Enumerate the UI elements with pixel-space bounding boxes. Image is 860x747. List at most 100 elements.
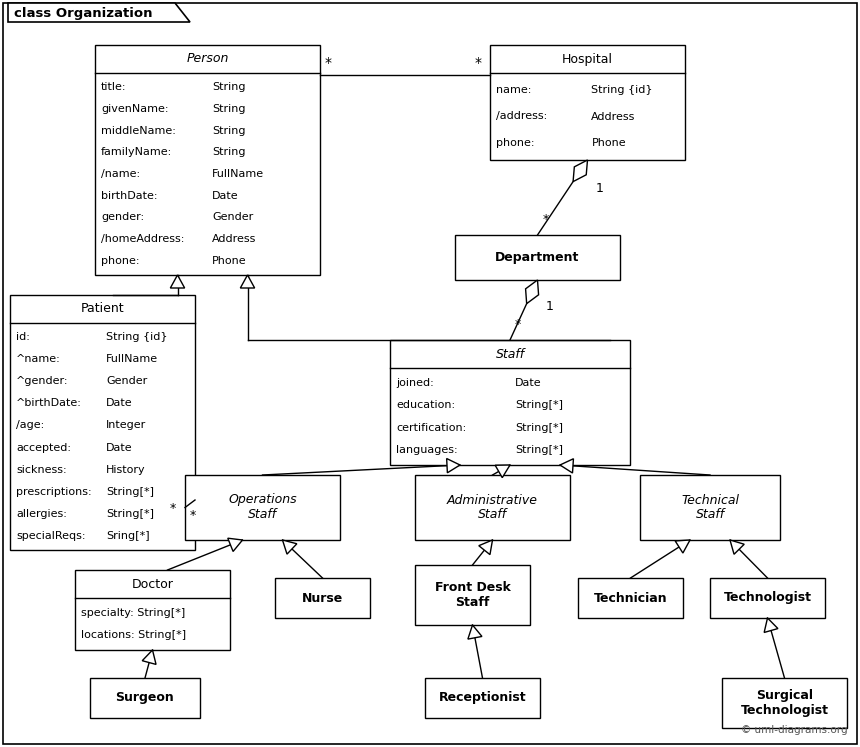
Text: Patient: Patient xyxy=(81,303,125,315)
Text: /homeAddress:: /homeAddress: xyxy=(101,234,184,244)
Polygon shape xyxy=(240,275,255,288)
Text: Administrative
Staff: Administrative Staff xyxy=(447,494,538,521)
Text: Hospital: Hospital xyxy=(562,52,613,66)
Bar xyxy=(640,475,780,540)
Text: *: * xyxy=(170,502,176,515)
Text: Sring[*]: Sring[*] xyxy=(106,530,150,541)
Text: *: * xyxy=(325,56,332,70)
Text: /age:: /age: xyxy=(16,421,44,430)
Bar xyxy=(10,295,195,550)
Polygon shape xyxy=(573,160,587,182)
Polygon shape xyxy=(228,538,243,551)
Text: middleName:: middleName: xyxy=(101,125,176,135)
Text: 1: 1 xyxy=(595,182,604,195)
Text: languages:: languages: xyxy=(396,445,458,456)
Bar xyxy=(75,570,230,650)
Polygon shape xyxy=(675,540,690,553)
Text: FullName: FullName xyxy=(212,169,264,179)
Bar xyxy=(490,45,685,160)
Text: String: String xyxy=(212,147,245,158)
Text: Integer: Integer xyxy=(106,421,146,430)
Text: joined:: joined: xyxy=(396,378,433,388)
Polygon shape xyxy=(495,465,510,477)
Bar xyxy=(415,475,570,540)
Bar xyxy=(455,235,620,280)
Text: *: * xyxy=(475,56,482,70)
Text: Date: Date xyxy=(106,398,132,409)
Polygon shape xyxy=(468,625,482,639)
Bar xyxy=(185,475,340,540)
Text: phone:: phone: xyxy=(496,138,535,148)
Bar xyxy=(578,578,683,618)
Text: Staff: Staff xyxy=(495,347,525,361)
Polygon shape xyxy=(170,275,185,288)
Text: © uml-diagrams.org: © uml-diagrams.org xyxy=(741,725,848,735)
Bar xyxy=(95,45,320,275)
Text: name:: name: xyxy=(496,85,531,95)
Polygon shape xyxy=(142,650,156,664)
Text: birthDate:: birthDate: xyxy=(101,190,157,201)
Text: Date: Date xyxy=(515,378,542,388)
Polygon shape xyxy=(282,540,297,554)
Text: Technician: Technician xyxy=(593,592,667,604)
Bar xyxy=(710,578,825,618)
Text: String[*]: String[*] xyxy=(515,400,562,410)
Polygon shape xyxy=(560,459,574,473)
Text: /name:: /name: xyxy=(101,169,140,179)
Text: String: String xyxy=(212,104,245,114)
Polygon shape xyxy=(479,540,493,554)
Text: Surgeon: Surgeon xyxy=(115,692,175,704)
Text: Surgical
Technologist: Surgical Technologist xyxy=(740,689,828,717)
Polygon shape xyxy=(730,540,744,554)
Text: id:: id: xyxy=(16,332,30,342)
Text: Doctor: Doctor xyxy=(132,577,174,590)
Text: certification:: certification: xyxy=(396,423,466,433)
Text: Person: Person xyxy=(187,52,229,66)
Text: String[*]: String[*] xyxy=(515,445,562,456)
Text: String {id}: String {id} xyxy=(592,85,653,95)
Bar xyxy=(275,578,370,618)
Text: locations: String[*]: locations: String[*] xyxy=(81,630,186,640)
Text: sickness:: sickness: xyxy=(16,465,66,474)
Text: String {id}: String {id} xyxy=(106,332,168,342)
Text: ^gender:: ^gender: xyxy=(16,376,69,386)
Bar xyxy=(90,678,200,718)
Text: /address:: /address: xyxy=(496,111,547,122)
Polygon shape xyxy=(446,459,460,473)
Text: education:: education: xyxy=(396,400,455,410)
Text: Department: Department xyxy=(495,251,580,264)
Text: Technical
Staff: Technical Staff xyxy=(681,494,739,521)
Text: specialReqs:: specialReqs: xyxy=(16,530,85,541)
Text: title:: title: xyxy=(101,82,126,92)
Text: 1: 1 xyxy=(545,300,553,313)
Text: Receptionist: Receptionist xyxy=(439,692,526,704)
Text: History: History xyxy=(106,465,146,474)
Text: Operations
Staff: Operations Staff xyxy=(228,494,297,521)
Text: Address: Address xyxy=(212,234,256,244)
Text: Gender: Gender xyxy=(212,212,253,223)
Text: *: * xyxy=(515,318,521,331)
Text: ^name:: ^name: xyxy=(16,354,61,365)
Text: Gender: Gender xyxy=(106,376,147,386)
Text: Technologist: Technologist xyxy=(723,592,812,604)
Text: String: String xyxy=(212,82,245,92)
Polygon shape xyxy=(525,280,538,303)
Bar xyxy=(425,678,540,718)
Text: familyName:: familyName: xyxy=(101,147,172,158)
Polygon shape xyxy=(765,618,778,633)
Text: String[*]: String[*] xyxy=(106,486,154,497)
Text: Date: Date xyxy=(212,190,238,201)
Text: gender:: gender: xyxy=(101,212,144,223)
Text: specialty: String[*]: specialty: String[*] xyxy=(81,608,185,618)
Text: accepted:: accepted: xyxy=(16,442,71,453)
Text: givenName:: givenName: xyxy=(101,104,169,114)
Text: Date: Date xyxy=(106,442,132,453)
Text: Nurse: Nurse xyxy=(302,592,343,604)
Bar xyxy=(415,565,530,625)
Text: String[*]: String[*] xyxy=(106,509,154,518)
Text: FullName: FullName xyxy=(106,354,158,365)
Text: ^birthDate:: ^birthDate: xyxy=(16,398,82,409)
Text: prescriptions:: prescriptions: xyxy=(16,486,92,497)
Text: *: * xyxy=(543,213,549,226)
Text: *: * xyxy=(190,509,196,522)
